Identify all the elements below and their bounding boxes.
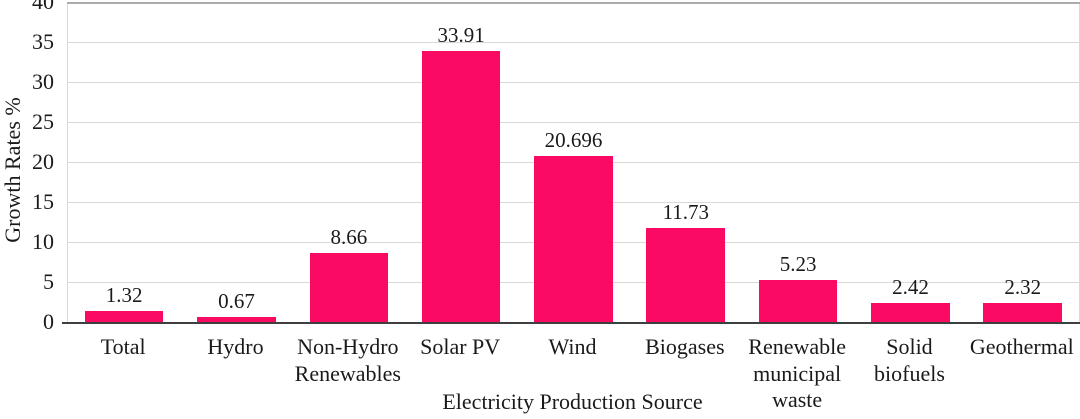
- bar-value-label: 1.32: [105, 283, 143, 308]
- category-label-4: Solar PV: [420, 334, 501, 359]
- plot-top-border: [67, 2, 1080, 4]
- bar: [758, 280, 838, 322]
- y-tick-label-35: 35: [32, 29, 54, 54]
- bar-value-label: 0.67: [218, 288, 255, 313]
- category-label-9: Geothermal: [969, 334, 1074, 359]
- bar: [646, 228, 726, 322]
- bar-column-1: 1.32: [68, 2, 180, 322]
- bar: [534, 156, 613, 322]
- bar-column-5: 20.696: [517, 2, 629, 322]
- plot-area: 1.32 0.67 8.66 33.91 20.696 11.73 5.23 2.42 2.32: [62, 2, 1080, 324]
- bar-column-7: 5.23: [742, 2, 854, 322]
- category-label-6: Biogases: [645, 334, 725, 359]
- y-tick-label-5: 5: [43, 269, 54, 294]
- x-axis-category-labels: Total Hydro Non-Hydro Renewables Solar PV Wi…: [67, 334, 1078, 414]
- gridline-35: [68, 41, 1079, 43]
- x-axis-title: Electricity Production Source: [442, 389, 703, 414]
- y-tick-label-25: 25: [32, 109, 54, 134]
- category-label-1: Total: [100, 334, 146, 359]
- bar: [84, 311, 164, 322]
- y-tick-label-20: 20: [32, 149, 54, 174]
- bar-column-4: 33.91: [405, 2, 517, 322]
- bar-value-label: 8.66: [330, 224, 368, 249]
- y-tick-label-30: 30: [32, 69, 54, 94]
- bar-column-2: 0.67: [180, 2, 292, 322]
- bar-value-label: 11.73: [662, 200, 710, 225]
- gridline-25: [68, 121, 1079, 123]
- bar-column-3: 8.66: [293, 2, 405, 322]
- bar-value-label: 5.23: [779, 252, 817, 277]
- y-tick-label-10: 10: [32, 229, 54, 254]
- bar-value-label: 2.42: [892, 274, 929, 299]
- bar-column-8: 2.42: [854, 2, 966, 322]
- bar: [197, 316, 276, 322]
- y-tick-label-0: 0: [43, 309, 54, 334]
- bar: [309, 252, 389, 322]
- bars-container: 1.32 0.67 8.66 33.91 20.696 11.73 5.23 2.42 2.32: [68, 2, 1079, 322]
- bar-column-9: 2.32: [967, 2, 1079, 322]
- y-tick-label-40: 40: [32, 0, 54, 14]
- bar-value-label: 2.32: [1004, 275, 1042, 300]
- bar-value-label: 20.696: [544, 128, 603, 153]
- x-axis-line: [62, 322, 1080, 324]
- category-label-2: Hydro: [207, 334, 264, 359]
- bar: [871, 302, 950, 322]
- category-label-8: Solid biofuels: [874, 334, 945, 386]
- bar: [983, 303, 1063, 322]
- category-label-7: Renewable municipal waste: [748, 334, 846, 412]
- bar-column-6: 11.73: [630, 2, 742, 322]
- category-label-5: Wind: [548, 334, 597, 359]
- category-label-3: Non-Hydro Renewables: [294, 334, 401, 386]
- bar: [421, 50, 501, 322]
- y-tick-label-15: 15: [32, 189, 54, 214]
- bar-value-label: 33.91: [437, 22, 485, 47]
- gridline-30: [68, 81, 1079, 83]
